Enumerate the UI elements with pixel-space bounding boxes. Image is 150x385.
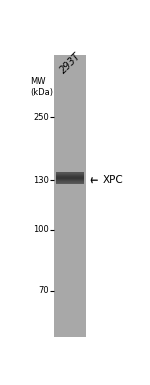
Bar xyxy=(56,181,84,182)
Bar xyxy=(56,178,84,179)
Text: XPC: XPC xyxy=(102,175,123,185)
Bar xyxy=(56,174,84,175)
Text: 130: 130 xyxy=(33,176,49,185)
Bar xyxy=(56,180,84,181)
Bar xyxy=(56,173,84,174)
Text: 293T: 293T xyxy=(58,51,83,75)
Bar xyxy=(56,176,84,177)
Bar xyxy=(54,55,86,337)
Text: 100: 100 xyxy=(33,226,49,234)
Bar xyxy=(56,177,84,178)
Text: 70: 70 xyxy=(38,286,49,295)
Bar xyxy=(56,180,84,181)
Bar xyxy=(56,172,84,173)
Bar xyxy=(56,183,84,184)
Bar xyxy=(56,175,84,176)
Text: MW
(kDa): MW (kDa) xyxy=(30,77,53,97)
Bar xyxy=(56,182,84,183)
Text: 250: 250 xyxy=(33,113,49,122)
Bar xyxy=(56,179,84,180)
